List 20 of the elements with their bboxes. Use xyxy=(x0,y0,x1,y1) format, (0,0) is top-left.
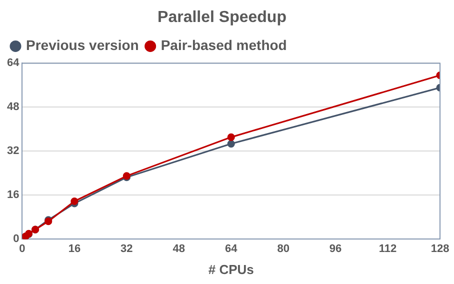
y-tick-label: 48 xyxy=(6,101,20,114)
x-axis-title: # CPUs xyxy=(208,262,254,277)
x-tick-label: 16 xyxy=(68,242,81,255)
x-tick-label: 80 xyxy=(277,242,290,255)
x-tick-label: 32 xyxy=(120,242,133,255)
y-tick-label: 16 xyxy=(6,189,20,202)
x-tick-label: 128 xyxy=(430,242,450,255)
point xyxy=(227,133,235,141)
chart-title: Parallel Speedup xyxy=(158,9,287,26)
legend-label: Pair-based method xyxy=(160,37,287,54)
x-tick-label: 96 xyxy=(329,242,342,255)
x-tick-label: 112 xyxy=(378,242,397,255)
point xyxy=(70,197,78,206)
y-tick-label: 64 xyxy=(6,57,20,70)
x-tick-label: 64 xyxy=(224,242,238,255)
legend-label: Previous version xyxy=(26,37,139,54)
y-tick-label: 32 xyxy=(6,145,20,158)
y-tick-label: 0 xyxy=(13,233,20,246)
x-tick-label: 48 xyxy=(172,242,186,255)
point xyxy=(227,140,235,148)
